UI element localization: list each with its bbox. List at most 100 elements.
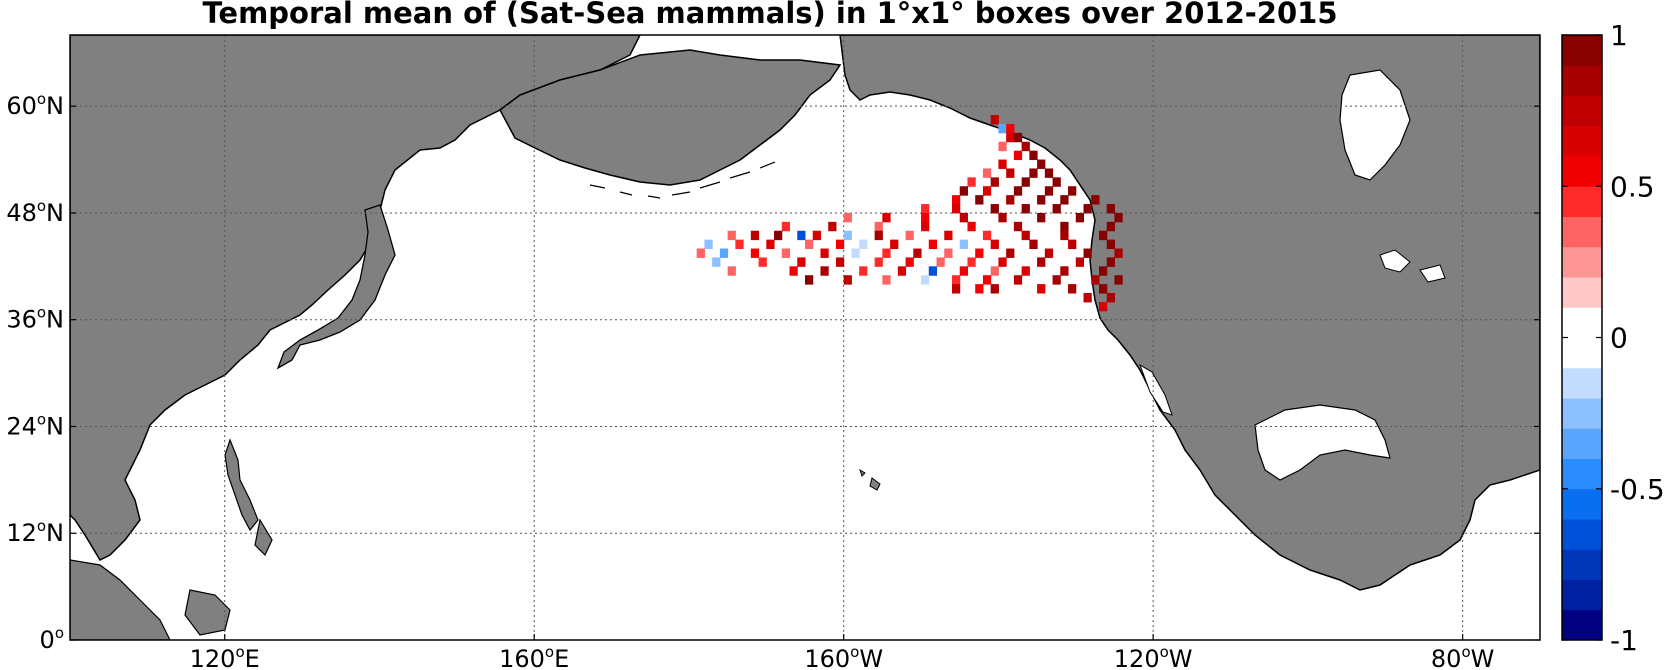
y-tick-label: 24oN xyxy=(6,410,64,440)
data-cell xyxy=(1075,212,1085,223)
colorbar-segment xyxy=(1562,277,1602,308)
data-cell xyxy=(727,266,736,276)
data-cell xyxy=(998,159,1007,169)
data-cell xyxy=(1091,275,1100,285)
data-cell xyxy=(998,212,1007,223)
data-cell xyxy=(921,212,930,223)
map-title: Temporal mean of (Sat-Sea mammals) in 1°… xyxy=(202,0,1338,30)
japan-islands xyxy=(276,204,396,370)
gulf-of-california xyxy=(1139,363,1173,416)
data-cell xyxy=(952,284,961,294)
x-tick-label: 80oW xyxy=(1431,643,1494,670)
colorbar-segment xyxy=(1562,307,1602,338)
data-cell xyxy=(1068,239,1077,250)
data-cell xyxy=(805,239,814,250)
y-tick-label: 48oN xyxy=(6,197,64,227)
data-cell xyxy=(1099,301,1108,312)
data-cell xyxy=(1060,195,1069,205)
data-cell xyxy=(805,275,814,285)
y-tick-label: 60oN xyxy=(6,90,64,120)
colorbar-segment xyxy=(1562,125,1602,157)
colorbar-tick-label: 0.5 xyxy=(1610,170,1655,203)
data-cell xyxy=(1006,248,1015,258)
y-axis-ticks: 60oN 48oN 36oN 24oN 12oN 0o xyxy=(6,90,1540,654)
data-cell xyxy=(990,266,999,276)
x-tick-label: 160oW xyxy=(804,643,883,670)
data-cell xyxy=(812,230,821,241)
colorbar-segment xyxy=(1562,95,1602,127)
data-cell xyxy=(982,168,992,178)
data-cell xyxy=(874,221,883,232)
data-cell xyxy=(1083,293,1092,303)
data-cell xyxy=(1083,204,1092,214)
data-cell xyxy=(719,248,729,258)
data-cell xyxy=(750,230,760,241)
data-cell xyxy=(975,195,984,205)
data-cell xyxy=(1037,195,1046,205)
data-cell xyxy=(1006,195,1015,205)
data-cell xyxy=(1021,204,1030,214)
data-cell xyxy=(921,275,930,285)
data-cell xyxy=(1068,284,1077,294)
data-cell xyxy=(944,230,953,241)
data-cell xyxy=(1013,186,1023,196)
data-cell xyxy=(1013,150,1023,161)
data-cell xyxy=(1052,275,1061,285)
data-cell xyxy=(774,230,783,241)
data-cell xyxy=(982,275,992,285)
data-cell xyxy=(967,177,976,187)
data-cell xyxy=(1099,284,1108,294)
data-cell xyxy=(928,239,938,250)
data-cell xyxy=(704,239,713,250)
data-cell xyxy=(998,141,1007,152)
data-cell xyxy=(1021,230,1030,241)
data-cell xyxy=(1114,275,1123,285)
data-cell xyxy=(1052,204,1061,214)
data-cell xyxy=(859,239,868,250)
colorbar-segment xyxy=(1562,488,1602,520)
data-cell xyxy=(959,186,968,196)
hudson-bay xyxy=(1339,69,1411,181)
data-cell xyxy=(998,123,1007,134)
data-cell xyxy=(952,195,961,205)
data-cell xyxy=(1021,177,1030,187)
data-cell xyxy=(1029,239,1038,250)
data-cell xyxy=(1044,168,1054,178)
colorbar-segment xyxy=(1562,337,1602,369)
data-cell xyxy=(781,248,791,258)
colorbar-segment xyxy=(1562,609,1602,641)
data-cell xyxy=(1006,123,1015,134)
data-cell xyxy=(1106,239,1115,250)
colorbar-segment xyxy=(1562,186,1602,217)
data-cell xyxy=(913,248,922,258)
x-tick-label: 120oW xyxy=(1114,643,1193,670)
russia-east xyxy=(499,49,842,186)
colorbar-segment xyxy=(1562,549,1602,580)
data-cell xyxy=(928,266,938,276)
data-cell xyxy=(835,239,845,250)
data-cell xyxy=(1037,159,1046,169)
data-cell xyxy=(975,248,984,258)
data-cell xyxy=(758,257,767,267)
data-cells xyxy=(696,115,1123,312)
data-cell xyxy=(882,248,891,258)
data-cell xyxy=(712,257,721,267)
data-cell xyxy=(1106,221,1115,232)
colorbar-segment xyxy=(1562,246,1602,278)
colorbar-segment xyxy=(1562,398,1602,429)
data-cell xyxy=(1114,212,1123,223)
data-cell xyxy=(990,177,999,187)
data-cell xyxy=(750,248,760,258)
colorbar-tick-label: -1 xyxy=(1610,624,1638,657)
colorbar: 1 0.5 0 -0.5 -1 xyxy=(1561,19,1665,657)
data-cell xyxy=(1021,266,1030,276)
data-cell xyxy=(874,257,883,267)
data-cell xyxy=(1029,150,1038,161)
x-axis-ticks: 120oE 160oE 160oW 120oW 80oW xyxy=(190,634,1494,670)
data-cell xyxy=(967,257,976,267)
data-cell xyxy=(1099,230,1108,241)
data-cell xyxy=(1013,221,1023,232)
data-cell xyxy=(1037,212,1046,223)
great-lakes xyxy=(1379,249,1446,283)
colorbar-segment xyxy=(1562,519,1602,550)
